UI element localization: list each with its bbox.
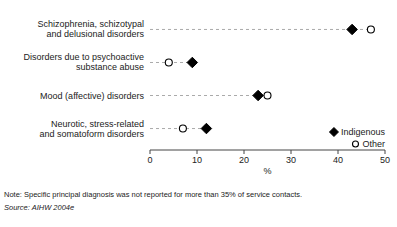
x-tick	[385, 150, 386, 154]
x-tick	[197, 150, 198, 154]
dot	[187, 57, 198, 68]
x-tick-label: 30	[286, 155, 296, 165]
x-tick	[291, 150, 292, 154]
x-tick-label: 0	[147, 155, 152, 165]
x-axis-label: %	[263, 166, 271, 176]
dot	[201, 123, 212, 134]
x-axis	[150, 150, 385, 151]
x-tick	[244, 150, 245, 154]
x-tick-label: 50	[380, 155, 390, 165]
legend-symbol	[329, 128, 338, 137]
y-tick-label: Schizophrenia, schizotypaland delusional…	[37, 19, 144, 39]
y-tick-label-line: and delusional disorders	[46, 29, 144, 39]
dot	[179, 125, 186, 132]
legend-label: Other	[362, 139, 385, 149]
x-tick-label: 20	[239, 155, 249, 165]
dot	[367, 26, 374, 33]
y-tick-label-line: and somatoform disorders	[39, 129, 144, 139]
chart: 01020304050%Schizophrenia, schizotypalan…	[0, 0, 397, 227]
x-tick-label: 40	[333, 155, 343, 165]
dot	[165, 59, 172, 66]
connector	[150, 95, 268, 96]
y-tick-label-line: Schizophrenia, schizotypal	[37, 19, 144, 29]
y-tick-label-line: Disorders due to psychoactive	[23, 52, 144, 62]
dot	[264, 92, 271, 99]
plot-area	[150, 24, 374, 134]
annotation: Note: Specific principal diagnosis was n…	[4, 190, 302, 199]
annotation: Source: AIHW 2004e	[4, 203, 74, 212]
connector	[150, 128, 206, 129]
y-tick-label: Mood (affective) disorders	[40, 91, 144, 101]
y-tick-label: Disorders due to psychoactivesubstance a…	[23, 52, 144, 72]
y-tick-label-line: Mood (affective) disorders	[40, 91, 144, 101]
connector	[150, 29, 371, 30]
y-tick-label: Neurotic, stress-relatedand somatoform d…	[39, 119, 144, 139]
x-tick	[338, 150, 339, 154]
x-tick-label: 10	[192, 155, 202, 165]
legend: Indigenous Other	[329, 127, 385, 149]
legend-label: Indigenous	[341, 127, 386, 137]
legend-symbol	[352, 141, 358, 147]
dot	[347, 24, 358, 34]
dot	[253, 90, 264, 101]
y-tick-label-line: Neurotic, stress-related	[51, 119, 144, 129]
y-tick-label-line: substance abuse	[76, 62, 144, 72]
x-tick	[150, 150, 151, 154]
